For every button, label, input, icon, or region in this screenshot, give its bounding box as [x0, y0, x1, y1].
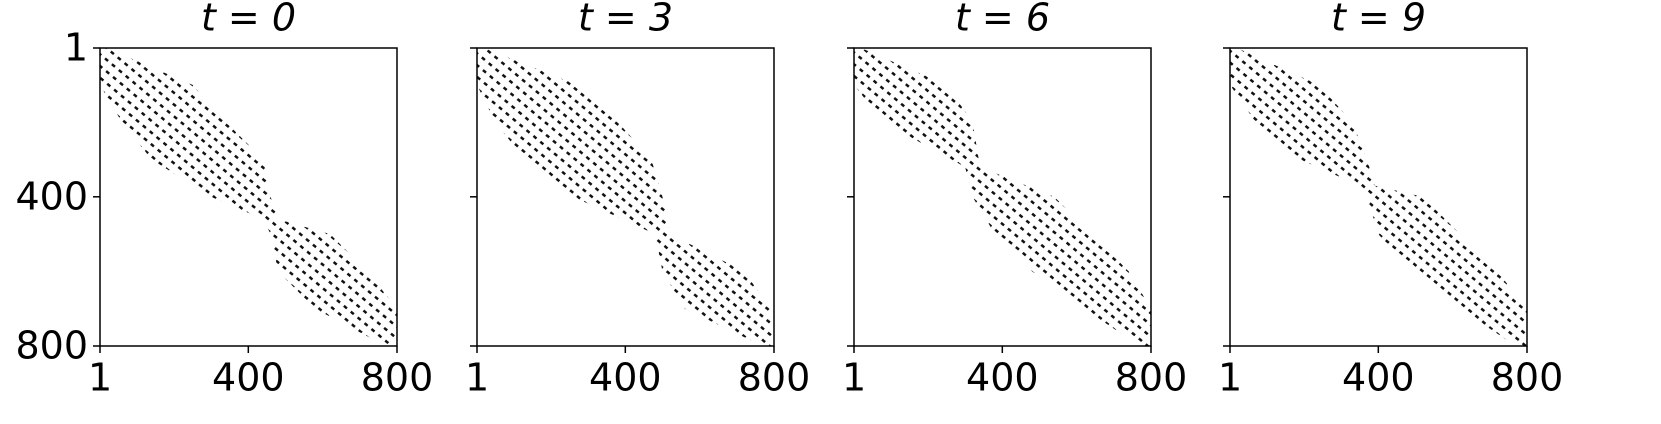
x-tick-label: 400 — [966, 356, 1039, 400]
nonzero-band — [100, 48, 397, 346]
x-tick-label: 1 — [1218, 356, 1242, 400]
nonzero-band — [477, 48, 774, 346]
y-tick-label: 400 — [15, 174, 88, 218]
panel: t = 9 1 400 800 — [1218, 0, 1563, 400]
panel: t = 6 1 400 800 — [842, 0, 1187, 400]
panel-title: t = 0 — [201, 0, 296, 40]
x-tick-label: 400 — [589, 356, 662, 400]
x-tick-label: 400 — [212, 356, 285, 400]
nonzero-band — [1230, 48, 1527, 346]
panel-title: t = 6 — [955, 0, 1050, 40]
x-tick-label: 800 — [361, 356, 434, 400]
panel: t = 3 1 400 800 — [465, 0, 810, 400]
x-tick-label: 1 — [88, 356, 112, 400]
panel-title: t = 3 — [578, 0, 673, 40]
y-tick-label: 1 — [64, 26, 88, 70]
x-tick-label: 800 — [1115, 356, 1188, 400]
x-tick-label: 400 — [1342, 356, 1415, 400]
x-tick-label: 800 — [1491, 356, 1564, 400]
x-tick-label: 1 — [842, 356, 866, 400]
panel-title: t = 9 — [1331, 0, 1426, 40]
nonzero-band — [854, 48, 1151, 346]
x-tick-label: 1 — [465, 356, 489, 400]
y-tick-label: 800 — [15, 324, 88, 368]
x-tick-label: 800 — [738, 356, 811, 400]
